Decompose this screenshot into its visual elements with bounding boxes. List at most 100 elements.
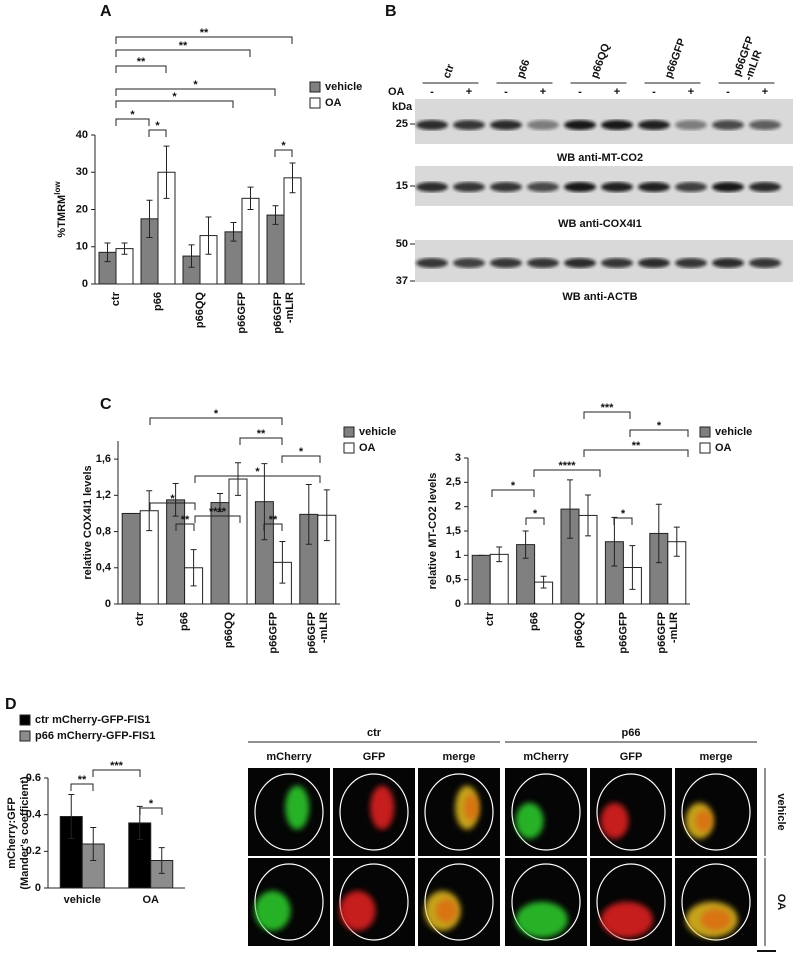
significance-label: * bbox=[657, 420, 662, 432]
fluorescence bbox=[700, 908, 732, 931]
error-bar bbox=[673, 526, 680, 557]
significance-bracket bbox=[583, 411, 631, 419]
bar bbox=[471, 554, 491, 605]
significance-label: * bbox=[170, 493, 175, 505]
legend-swatch bbox=[343, 426, 355, 438]
treatment-sign: - bbox=[578, 86, 582, 98]
x-tick-label: p66QQ bbox=[223, 612, 235, 649]
significance-bracket bbox=[613, 517, 633, 525]
y-tick-label: 0 bbox=[82, 278, 88, 290]
treatment-label: OA bbox=[388, 86, 405, 98]
blot-band bbox=[453, 258, 485, 268]
significance-bracket bbox=[281, 455, 321, 463]
error-bar bbox=[235, 462, 241, 496]
legend-label: ctr mCherry-GFP-FIS1 bbox=[35, 714, 151, 726]
row-label: vehicle bbox=[775, 793, 787, 830]
legend-swatch bbox=[19, 730, 31, 742]
significance-label: * bbox=[511, 480, 516, 492]
treatment-sign: + bbox=[762, 86, 768, 98]
micrograph bbox=[505, 768, 587, 856]
cell-outline bbox=[424, 773, 494, 851]
error-bar bbox=[90, 827, 97, 861]
lane-label: p66GFP-mLIR bbox=[731, 35, 768, 82]
error-bar bbox=[279, 541, 286, 584]
significance-bracket bbox=[139, 807, 163, 815]
legend-label: OA bbox=[715, 442, 732, 454]
significance-bracket bbox=[491, 489, 535, 497]
x-tick-label: p66GFP-mLIR bbox=[272, 292, 296, 334]
y-tick-label: 40 bbox=[76, 129, 88, 141]
blot-band bbox=[527, 258, 559, 268]
lane-label: ctr bbox=[441, 62, 457, 80]
cell-outline bbox=[339, 773, 409, 851]
lane-label: p66QQ bbox=[589, 42, 613, 80]
y-tick-label: 1,5 bbox=[446, 525, 461, 537]
blot-band bbox=[416, 120, 448, 130]
error-bar bbox=[158, 847, 165, 874]
error-bar bbox=[230, 222, 237, 242]
fluorescence bbox=[339, 890, 376, 931]
significance-label: **** bbox=[209, 506, 227, 518]
legend-swatch bbox=[309, 81, 321, 93]
x-tick-label: p66GFP bbox=[267, 612, 279, 654]
panel-label: C bbox=[100, 396, 112, 413]
bar bbox=[121, 512, 141, 605]
cell-outline bbox=[511, 773, 581, 851]
significance-bracket bbox=[148, 129, 167, 137]
blot-band bbox=[601, 258, 633, 268]
blot-band bbox=[564, 258, 596, 268]
significance-label: * bbox=[255, 466, 260, 478]
marker-label: 37 bbox=[396, 275, 408, 287]
significance-label: * bbox=[299, 446, 304, 458]
fluorescence bbox=[370, 785, 395, 830]
error-bar bbox=[146, 199, 153, 238]
y-tick-label: 0 bbox=[35, 882, 41, 894]
significance-label: * bbox=[130, 109, 135, 121]
x-tick-label: p66QQ bbox=[194, 292, 206, 329]
blot-band bbox=[564, 120, 596, 130]
significance-label: * bbox=[621, 508, 626, 520]
cell-outline bbox=[254, 863, 324, 941]
y-tick-label: 2,5 bbox=[446, 476, 461, 488]
significance-label: ** bbox=[269, 514, 278, 526]
error-bar bbox=[104, 242, 111, 263]
error-bar bbox=[289, 162, 296, 194]
error-bar bbox=[163, 145, 170, 199]
blot-band bbox=[490, 120, 522, 130]
y-tick-label: 0,4 bbox=[96, 562, 112, 574]
blot-band bbox=[416, 182, 448, 192]
blot-band bbox=[601, 120, 633, 130]
group-label: ctr bbox=[367, 727, 382, 739]
error-bar bbox=[68, 794, 75, 839]
y-tick-label: 0.6 bbox=[26, 772, 41, 784]
group-label: p66 bbox=[622, 727, 641, 739]
channel-label: merge bbox=[442, 751, 475, 763]
fluorescence bbox=[285, 785, 310, 830]
legend-swatch bbox=[343, 442, 355, 454]
y-tick-label: 1,2 bbox=[96, 489, 111, 501]
x-tick-label: p66GFP bbox=[236, 292, 248, 334]
error-bar bbox=[121, 242, 128, 255]
cell-outline bbox=[681, 773, 751, 851]
bar bbox=[266, 214, 285, 285]
blot-band bbox=[675, 182, 707, 192]
cell-outline bbox=[681, 863, 751, 941]
error-bar bbox=[629, 545, 636, 590]
cell-outline bbox=[511, 863, 581, 941]
blot-band bbox=[712, 258, 744, 268]
x-tick-label: ctr bbox=[110, 291, 122, 306]
y-axis-label-text: relative COX4I1 levels bbox=[82, 465, 94, 579]
cell-outline bbox=[339, 863, 409, 941]
x-tick-label: p66QQ bbox=[573, 612, 585, 649]
y-axis-label: relative MT-CO2 levels bbox=[427, 473, 439, 590]
blot-label: WB anti-COX4I1 bbox=[558, 218, 642, 230]
x-tick-label: p66GFP bbox=[617, 612, 629, 654]
y-axis-label-text: mCherry:GFP bbox=[6, 797, 18, 869]
blot-band bbox=[453, 120, 485, 130]
kda-label: kDa bbox=[392, 101, 413, 113]
significance-label: * bbox=[149, 798, 154, 810]
blot-label: WB anti-MT-CO2 bbox=[557, 152, 643, 164]
blot-band bbox=[527, 182, 559, 192]
significance-bracket bbox=[115, 88, 276, 96]
